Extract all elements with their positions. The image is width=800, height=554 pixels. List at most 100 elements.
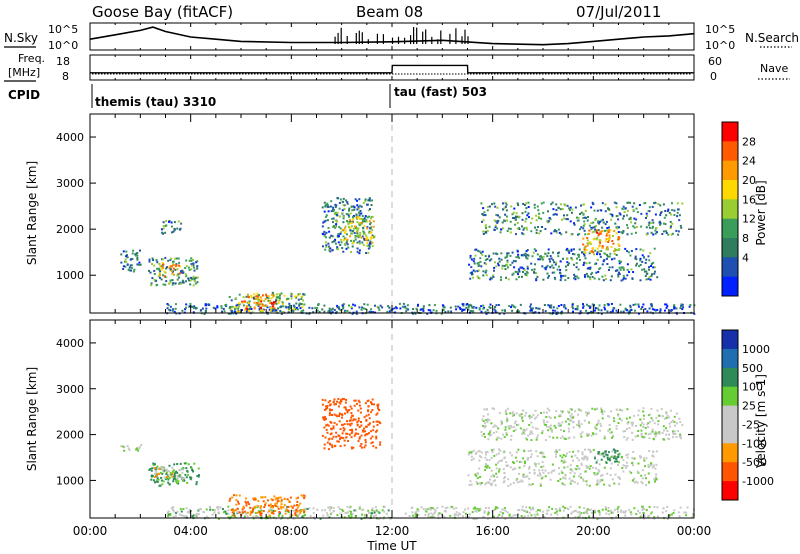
velocity-echo [469,480,472,483]
velocity-echo [581,451,584,454]
power-echo [606,254,609,257]
velocity-echo [481,434,484,437]
velocity-echo [342,510,345,513]
velocity-echo [644,465,646,468]
velocity-colorbar-tick-6: -500 [742,456,767,469]
power-echo [597,229,600,232]
power-echo [250,308,253,310]
x-axis-label: Time UT [366,539,417,553]
power-echo [538,217,540,220]
power-echo [506,230,509,232]
power-echo [275,310,278,312]
power-echo [506,254,509,257]
power-echo [330,210,333,213]
velocity-echo [302,508,305,511]
velocity-echo [371,435,374,438]
power-echo [557,255,560,258]
velocity-echo [171,508,174,511]
velocity-echo [529,417,532,420]
velocity-echo [583,455,586,458]
velocity-echo [304,507,307,510]
velocity-echo [644,477,647,480]
velocity-echo [562,454,565,456]
velocity-echo [578,513,581,516]
velocity-echo [245,504,248,507]
power-echo [138,261,141,264]
velocity-echo [268,504,270,507]
velocity-echo [665,510,668,513]
velocity-echo [658,414,660,417]
power-echo [671,232,674,235]
power-echo [468,304,470,307]
velocity-echo [169,513,172,515]
power-echo [272,295,275,298]
power-echo [203,313,206,315]
velocity-colorbar-tick-4: -25 [742,418,760,431]
power-echo [495,304,498,307]
power-echo [600,312,603,315]
velocity-echo [654,432,657,435]
power-echo [356,234,359,237]
power-echo [192,258,194,261]
power-echo [356,247,359,250]
power-echo [462,309,465,311]
velocity-echo [540,466,543,468]
power-echo [169,281,172,284]
velocity-echo [488,431,491,434]
velocity-echo [546,420,549,423]
power-echo [265,293,267,296]
velocity-echo [623,511,626,514]
power-echo [493,219,496,222]
velocity-echo [182,508,185,510]
velocity-echo [487,513,489,516]
power-echo [570,248,573,251]
velocity-echo [514,420,517,423]
power-echo [468,263,471,266]
velocity-echo [325,408,327,411]
power-echo [609,252,612,255]
power-echo [651,219,654,222]
power-echo [497,264,500,267]
velocity-echo [562,509,565,512]
noise-sky-line [89,26,695,46]
power-echo [316,306,319,309]
velocity-echo [592,448,595,451]
power-echo [498,257,501,260]
velocity-echo [588,509,591,511]
velocity-echo [570,408,573,411]
power-echo [171,309,174,312]
velocity-echo [567,437,570,440]
velocity-echo [302,494,305,497]
power-ytick-label-3: 4000 [56,131,84,144]
power-echo [271,305,274,308]
power-echo [302,309,305,312]
velocity-echo [365,414,368,417]
velocity-echo [537,462,540,465]
velocity-echo [509,424,512,427]
velocity-echo [328,400,331,402]
power-echo [497,304,500,306]
power-echo [500,252,503,255]
power-echo [550,257,553,260]
power-echo [134,253,137,256]
velocity-echo [546,509,549,512]
power-echo [356,229,359,232]
velocity-echo [566,465,569,468]
velocity-echo [598,511,601,514]
velocity-colorbar-tick-5: -100 [742,437,767,450]
power-echo [278,297,281,300]
power-echo [589,266,592,269]
power-echo [256,295,259,298]
velocity-echo [292,517,295,520]
power-echo [348,215,351,218]
velocity-echo [577,408,580,411]
power-echo [539,258,541,261]
power-echo [548,258,551,261]
power-echo [584,257,587,260]
velocity-echo [416,508,419,511]
velocity-echo [340,399,342,402]
power-echo [517,204,520,207]
velocity-echo [613,417,615,420]
power-echo [665,232,668,234]
velocity-echo [603,435,606,438]
